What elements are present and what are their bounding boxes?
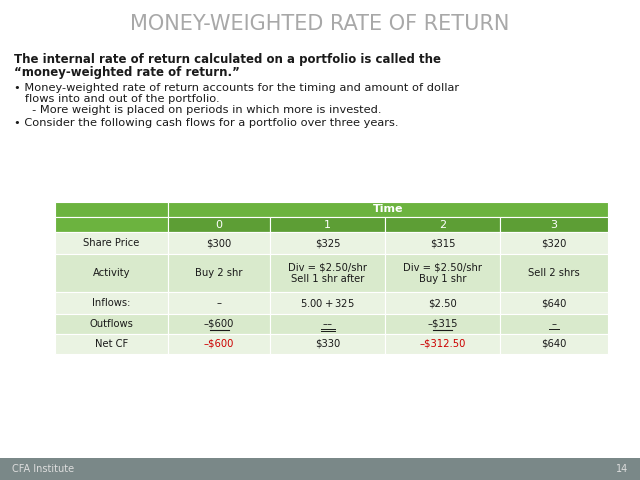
Bar xyxy=(55,334,168,354)
Bar xyxy=(385,314,500,334)
Bar xyxy=(270,217,385,232)
Text: • Money-weighted rate of return accounts for the timing and amount of dollar: • Money-weighted rate of return accounts… xyxy=(14,83,459,93)
Text: 14: 14 xyxy=(616,464,628,474)
Bar xyxy=(270,314,385,334)
Text: $330: $330 xyxy=(315,339,340,349)
Text: Div = $2.50/shr
Sell 1 shr after: Div = $2.50/shr Sell 1 shr after xyxy=(288,262,367,284)
Bar xyxy=(168,232,270,254)
Bar xyxy=(500,334,608,354)
Text: Share Price: Share Price xyxy=(83,238,140,248)
Text: $315: $315 xyxy=(429,238,455,248)
Bar xyxy=(168,254,270,292)
Text: Net CF: Net CF xyxy=(95,339,128,349)
Text: Buy 2 shr: Buy 2 shr xyxy=(195,268,243,278)
Text: 2: 2 xyxy=(439,219,446,229)
Bar xyxy=(168,292,270,314)
Bar xyxy=(55,232,168,254)
Text: –: – xyxy=(552,319,557,329)
Bar xyxy=(500,217,608,232)
Text: –$315: –$315 xyxy=(428,319,458,329)
Bar xyxy=(385,334,500,354)
Bar xyxy=(500,254,608,292)
Bar xyxy=(168,334,270,354)
Bar xyxy=(385,217,500,232)
Bar xyxy=(270,334,385,354)
Text: –: – xyxy=(216,298,221,308)
Text: Sell 2 shrs: Sell 2 shrs xyxy=(528,268,580,278)
Text: The internal rate of return calculated on a portfolio is called the: The internal rate of return calculated o… xyxy=(14,53,441,66)
Text: flows into and out of the portfolio.: flows into and out of the portfolio. xyxy=(14,94,220,104)
Bar xyxy=(168,217,270,232)
Text: Inflows:: Inflows: xyxy=(92,298,131,308)
Bar xyxy=(385,292,500,314)
Text: $640: $640 xyxy=(541,298,566,308)
Bar xyxy=(55,217,168,232)
Text: $320: $320 xyxy=(541,238,566,248)
Text: Div = $2.50/shr
Buy 1 shr: Div = $2.50/shr Buy 1 shr xyxy=(403,262,482,284)
Text: –$600: –$600 xyxy=(204,319,234,329)
Text: - More weight is placed on periods in which more is invested.: - More weight is placed on periods in wh… xyxy=(14,105,381,115)
Bar xyxy=(55,314,168,334)
Text: Outflows: Outflows xyxy=(90,319,133,329)
Text: $2.50: $2.50 xyxy=(428,298,457,308)
Text: 1: 1 xyxy=(324,219,331,229)
Text: MONEY-WEIGHTED RATE OF RETURN: MONEY-WEIGHTED RATE OF RETURN xyxy=(131,14,509,34)
Bar xyxy=(55,254,168,292)
Text: 0: 0 xyxy=(216,219,223,229)
Text: • Consider the following cash flows for a portfolio over three years.: • Consider the following cash flows for … xyxy=(14,118,399,128)
Text: Activity: Activity xyxy=(93,268,131,278)
Text: $640: $640 xyxy=(541,339,566,349)
Text: $325: $325 xyxy=(315,238,340,248)
Text: $300: $300 xyxy=(206,238,232,248)
Text: Time: Time xyxy=(372,204,403,215)
Bar xyxy=(55,202,168,217)
Text: CFA Institute: CFA Institute xyxy=(12,464,74,474)
Text: –$600: –$600 xyxy=(204,339,234,349)
Bar xyxy=(270,232,385,254)
Text: “money-weighted rate of return.”: “money-weighted rate of return.” xyxy=(14,66,240,79)
Text: $5.00 + $325: $5.00 + $325 xyxy=(300,297,355,309)
Bar xyxy=(168,202,608,217)
Bar xyxy=(270,254,385,292)
Bar xyxy=(0,458,640,480)
Text: –$312.50: –$312.50 xyxy=(419,339,466,349)
Bar xyxy=(168,314,270,334)
Bar xyxy=(385,254,500,292)
Bar xyxy=(500,232,608,254)
Text: 3: 3 xyxy=(550,219,557,229)
Bar xyxy=(500,314,608,334)
Bar xyxy=(55,292,168,314)
Text: ––: –– xyxy=(323,319,333,329)
Bar xyxy=(500,292,608,314)
Bar xyxy=(270,292,385,314)
Bar xyxy=(385,232,500,254)
